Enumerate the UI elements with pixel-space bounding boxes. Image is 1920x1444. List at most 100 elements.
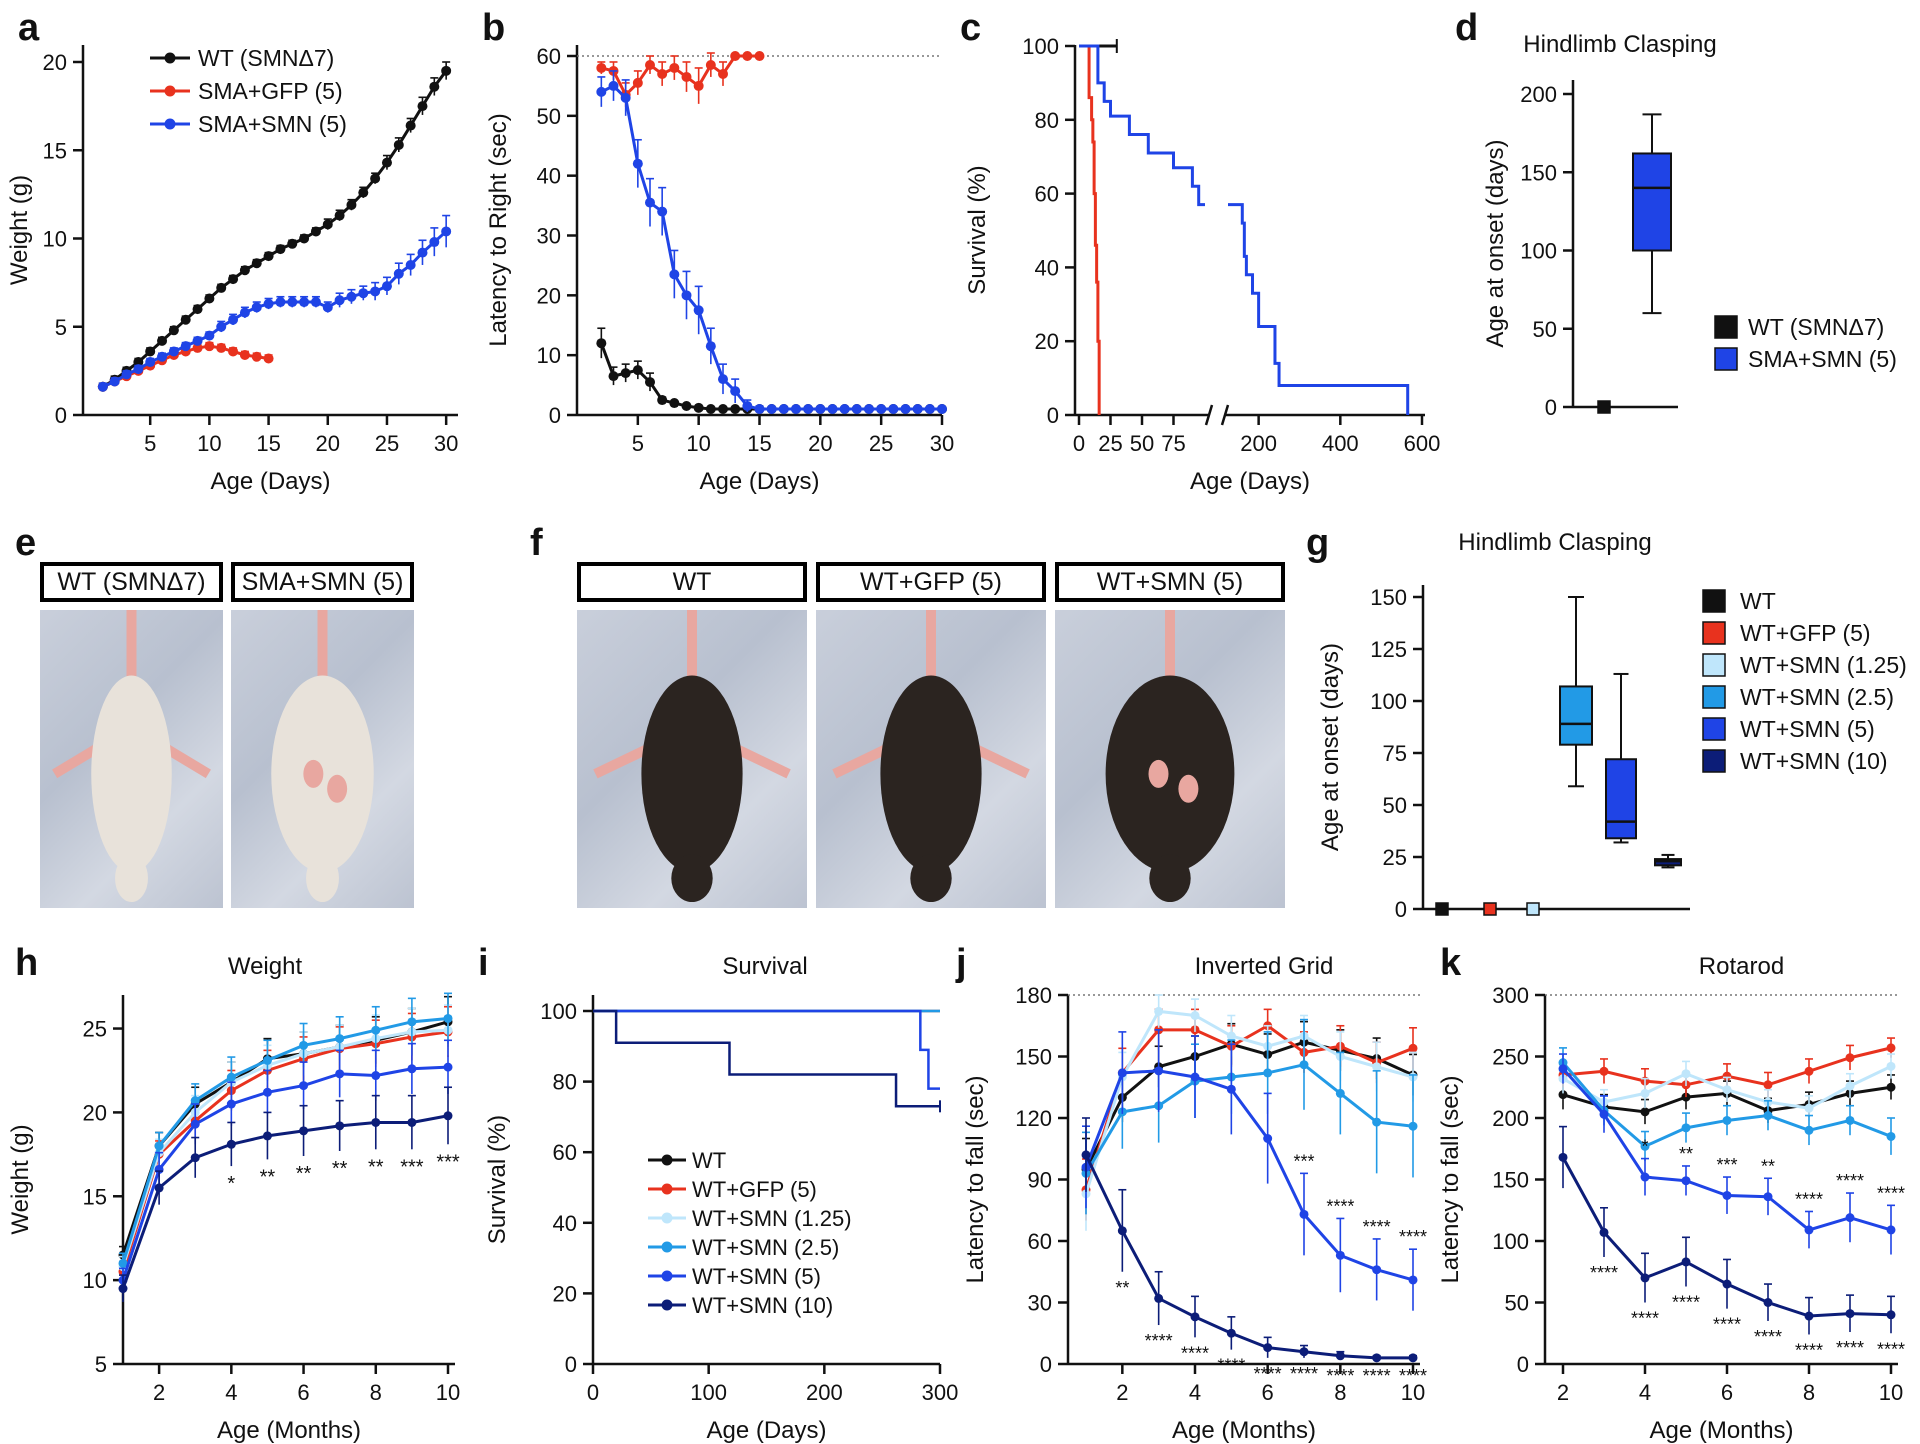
significance-mark: *** bbox=[436, 1151, 460, 1173]
y-tick-label: 30 bbox=[1028, 1291, 1052, 1316]
x-tick-label: 100 bbox=[690, 1380, 727, 1405]
data-point bbox=[370, 286, 381, 297]
legend-label: WT+SMN (1.25) bbox=[692, 1206, 852, 1231]
significance-mark: **** bbox=[1836, 1338, 1864, 1358]
data-point bbox=[681, 290, 692, 301]
data-point bbox=[133, 357, 144, 368]
data-point bbox=[145, 346, 156, 357]
data-point bbox=[754, 51, 765, 61]
data-point bbox=[1886, 1310, 1896, 1320]
data-point bbox=[358, 288, 369, 299]
data-point bbox=[262, 1131, 272, 1141]
legend-label: WT (SMNΔ7) bbox=[1748, 314, 1884, 340]
x-tick-label: 75 bbox=[1161, 431, 1185, 456]
data-point bbox=[1722, 1085, 1732, 1095]
data-point bbox=[190, 1153, 200, 1163]
legend-label: SMA+GFP (5) bbox=[198, 78, 343, 104]
data-point bbox=[1886, 1131, 1896, 1141]
data-point bbox=[937, 404, 947, 415]
x-tick-label: 8 bbox=[1803, 1380, 1815, 1405]
data-point bbox=[358, 187, 369, 198]
x-tick-label: 10 bbox=[1879, 1380, 1903, 1405]
survival-curve-i-4 bbox=[593, 1009, 940, 1090]
x-tick-label: 10 bbox=[197, 431, 221, 456]
data-point bbox=[1845, 1115, 1855, 1125]
data-point bbox=[393, 268, 404, 279]
series-b-0 bbox=[596, 327, 947, 415]
x-tick-label: 2 bbox=[153, 1380, 165, 1405]
data-point bbox=[1845, 1213, 1855, 1223]
chart-g: 0 25 50 75 100 125 150 Age at onset (days) Hindl… bbox=[1317, 529, 1907, 922]
data-point bbox=[1154, 1066, 1164, 1076]
data-point bbox=[263, 298, 274, 309]
data-point bbox=[1117, 1068, 1127, 1078]
data-point bbox=[705, 341, 716, 352]
data-point bbox=[1190, 1312, 1200, 1322]
legend-label: WT bbox=[692, 1148, 726, 1173]
data-point bbox=[251, 302, 262, 313]
data-point bbox=[381, 281, 392, 292]
data-point bbox=[1299, 1347, 1309, 1357]
significance-mark: **** bbox=[1877, 1183, 1905, 1203]
data-point bbox=[228, 274, 239, 285]
y-tick-label: 180 bbox=[1015, 983, 1052, 1008]
x-tick-label: 600 bbox=[1404, 431, 1441, 456]
data-point bbox=[1558, 1090, 1568, 1100]
box-point bbox=[1435, 902, 1449, 916]
data-point bbox=[287, 238, 298, 249]
y-axis-label: Survival (%) bbox=[964, 165, 991, 294]
series-line bbox=[1084, 1063, 1414, 1175]
data-point bbox=[718, 404, 728, 415]
x-tick-label: 20 bbox=[808, 431, 832, 456]
x-tick-label: 6 bbox=[1262, 1380, 1274, 1405]
series-line bbox=[1084, 1069, 1414, 1282]
data-point bbox=[645, 197, 655, 208]
data-point bbox=[620, 92, 631, 103]
data-point bbox=[791, 404, 801, 415]
data-point bbox=[204, 330, 215, 341]
data-point bbox=[1640, 1172, 1650, 1182]
y-axis-label: Survival (%) bbox=[484, 1115, 511, 1244]
data-point bbox=[228, 314, 239, 325]
y-tick-label: 50 bbox=[1533, 317, 1557, 342]
series-line bbox=[599, 342, 942, 411]
box-g-5 bbox=[1654, 853, 1682, 869]
data-point bbox=[681, 401, 692, 412]
x-axis-label: Age (Days) bbox=[210, 468, 330, 495]
data-point bbox=[1263, 1068, 1273, 1078]
y-tick-label: 0 bbox=[1545, 395, 1557, 420]
data-point bbox=[443, 1111, 453, 1121]
x-tick-label: 6 bbox=[1721, 1380, 1733, 1405]
data-point bbox=[1763, 1111, 1773, 1121]
series-line bbox=[600, 84, 942, 411]
data-point bbox=[912, 404, 923, 415]
data-point bbox=[1335, 1088, 1345, 1098]
data-point bbox=[405, 259, 416, 270]
data-point bbox=[263, 353, 274, 364]
significance-mark: **** bbox=[1795, 1340, 1823, 1360]
data-point bbox=[262, 1087, 272, 1097]
data-point bbox=[718, 68, 728, 79]
data-point bbox=[190, 1096, 200, 1106]
y-tick-label: 5 bbox=[95, 1352, 107, 1377]
y-axis-label: Latency to Right (sec) bbox=[485, 113, 512, 346]
photo-caption-e-0: WT (SMNΔ7) bbox=[40, 562, 223, 602]
data-point bbox=[754, 404, 765, 415]
x-tick-label: 10 bbox=[686, 431, 710, 456]
y-tick-label: 0 bbox=[1395, 897, 1407, 922]
data-point bbox=[275, 244, 286, 255]
data-point bbox=[1335, 1250, 1345, 1260]
data-point bbox=[888, 404, 899, 415]
data-point bbox=[1372, 1117, 1382, 1127]
box-d-1 bbox=[1632, 113, 1672, 315]
significance-mark: ** bbox=[296, 1163, 312, 1185]
data-point bbox=[180, 341, 191, 352]
data-point bbox=[393, 139, 404, 150]
data-point bbox=[669, 62, 680, 73]
y-tick-label: 50 bbox=[1383, 793, 1407, 818]
panel-letter-d: d bbox=[1455, 7, 1478, 49]
chart-title: Weight bbox=[228, 953, 303, 980]
data-point bbox=[168, 325, 179, 336]
data-point bbox=[1299, 1060, 1309, 1070]
data-point bbox=[900, 404, 911, 415]
